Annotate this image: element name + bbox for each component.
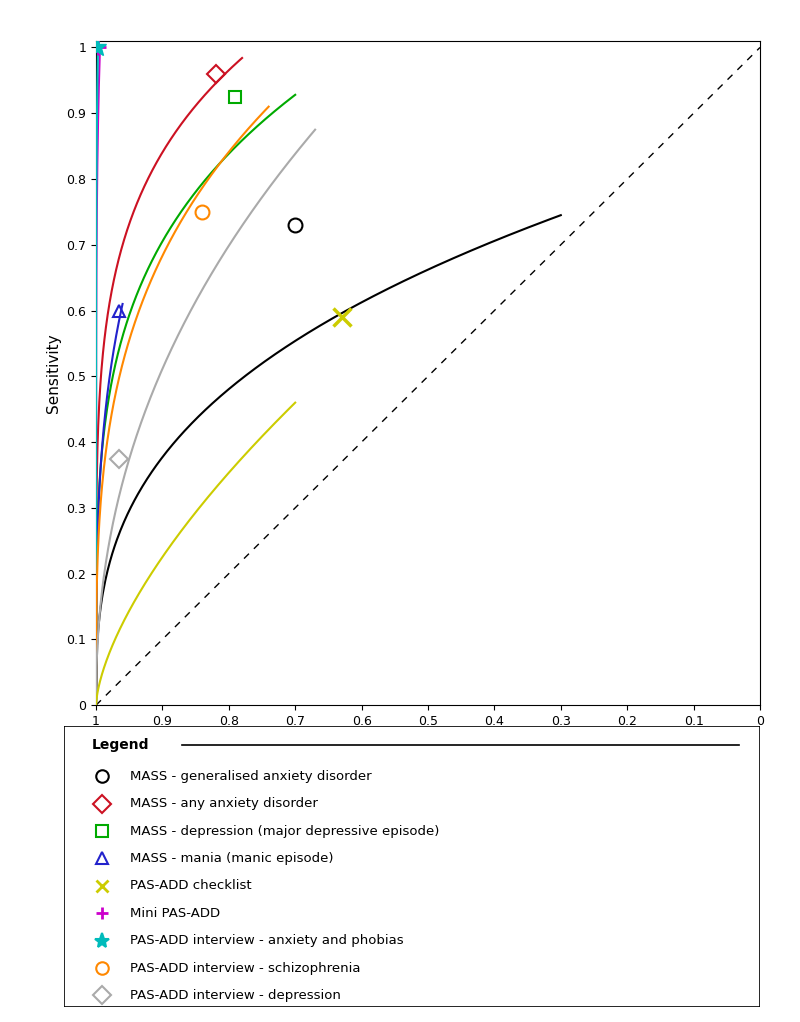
Text: Legend: Legend: [92, 738, 150, 752]
Y-axis label: Sensitivity: Sensitivity: [46, 333, 61, 413]
FancyBboxPatch shape: [64, 726, 760, 1007]
Text: PAS-ADD interview - schizophrenia: PAS-ADD interview - schizophrenia: [130, 962, 361, 975]
Text: MASS - any anxiety disorder: MASS - any anxiety disorder: [130, 797, 318, 810]
Text: PAS-ADD interview - anxiety and phobias: PAS-ADD interview - anxiety and phobias: [130, 934, 404, 947]
Text: MASS - generalised anxiety disorder: MASS - generalised anxiety disorder: [130, 770, 372, 783]
Text: PAS-ADD checklist: PAS-ADD checklist: [130, 879, 252, 892]
X-axis label: Specificity: Specificity: [389, 734, 467, 748]
Text: PAS-ADD interview - depression: PAS-ADD interview - depression: [130, 989, 341, 1002]
Text: MASS - depression (major depressive episode): MASS - depression (major depressive epis…: [130, 825, 439, 837]
Text: Mini PAS-ADD: Mini PAS-ADD: [130, 907, 220, 920]
Text: MASS - mania (manic episode): MASS - mania (manic episode): [130, 852, 334, 865]
